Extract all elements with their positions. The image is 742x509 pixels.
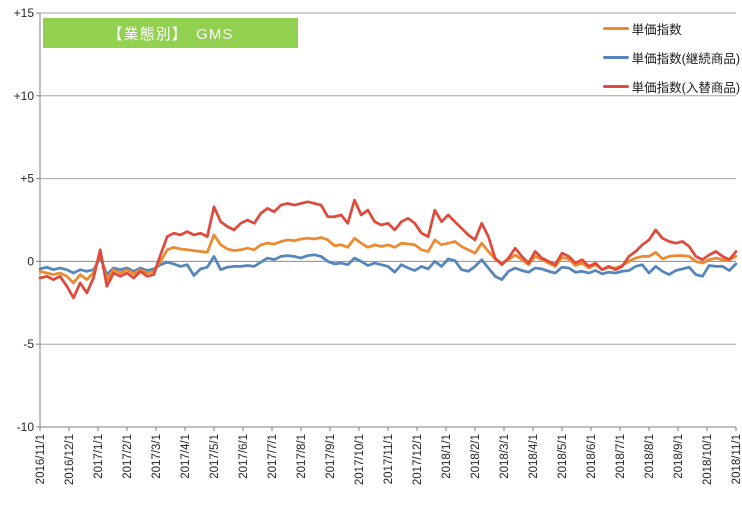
legend-label: 単価指数 [631, 23, 682, 37]
legend-item-unit-price-index: 単価指数 [602, 14, 740, 43]
x-tick-label: 2017/10/1 [354, 434, 366, 485]
y-tick-label: +10 [14, 89, 35, 103]
x-tick-label: 2017/4/1 [180, 434, 192, 479]
legend-swatch-orange-line [602, 26, 629, 31]
x-tick-label: 2017/9/1 [325, 434, 337, 479]
x-tick-label: 2018/3/1 [499, 434, 511, 479]
x-tick-label: 2016/11/1 [35, 434, 47, 484]
legend-swatch-blue-line [602, 55, 629, 60]
x-tick-label: 2018/4/1 [528, 434, 540, 479]
x-tick-label: 2017/6/1 [238, 434, 250, 479]
y-tick-label: 0 [27, 254, 34, 268]
x-tick-label: 2018/6/1 [586, 434, 598, 479]
x-tick-label: 2017/8/1 [296, 434, 308, 479]
x-tick-label: 2017/2/1 [122, 434, 134, 479]
x-tick-label: 2018/5/1 [557, 434, 569, 479]
x-tick-label: 2018/11/1 [731, 434, 742, 484]
x-tick-label: 2018/1/1 [441, 434, 453, 479]
legend-item-continuing-products: 単価指数(継続商品) [602, 43, 740, 72]
y-tick-label: +15 [14, 6, 35, 20]
x-tick-label: 2018/8/1 [644, 434, 656, 479]
x-tick-label: 2017/7/1 [267, 434, 279, 479]
x-tick-label: 2018/7/1 [615, 434, 627, 479]
x-tick-label: 2017/11/1 [383, 434, 395, 484]
x-tick-label: 2018/10/1 [702, 434, 714, 485]
chart-title-box: 【業態別】 GMS [43, 18, 298, 48]
x-tick-label: 2018/2/1 [470, 434, 482, 479]
y-tick-label: -10 [17, 420, 35, 434]
legend-swatch-red-line [602, 84, 629, 89]
legend: 単価指数 単価指数(継続商品) 単価指数(入替商品) [602, 14, 740, 101]
legend-label: 単価指数(継続商品) [631, 52, 740, 66]
x-tick-label: 2017/5/1 [209, 434, 221, 479]
y-tick-label: +5 [20, 172, 34, 186]
legend-label: 単価指数(入替商品) [631, 81, 740, 95]
x-tick-label: 2017/3/1 [151, 434, 163, 479]
y-tick-label: -5 [23, 337, 34, 351]
x-tick-label: 2017/1/1 [93, 434, 105, 479]
legend-item-replacement-products: 単価指数(入替商品) [602, 72, 740, 101]
x-tick-label: 2017/12/1 [412, 434, 424, 485]
x-tick-label: 2016/12/1 [64, 434, 76, 485]
series-line-2 [38, 198, 738, 300]
chart-title: 【業態別】 GMS [107, 25, 234, 43]
x-tick-label: 2018/9/1 [673, 434, 685, 479]
